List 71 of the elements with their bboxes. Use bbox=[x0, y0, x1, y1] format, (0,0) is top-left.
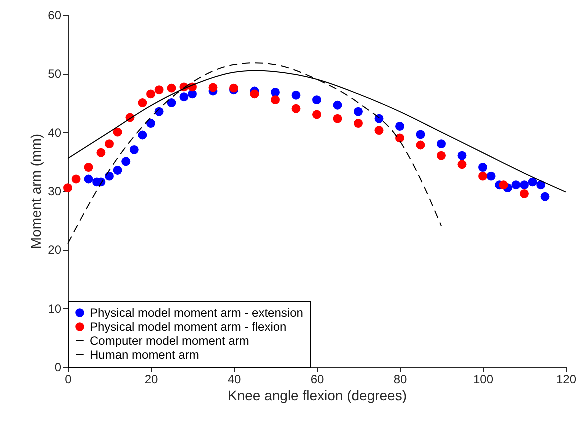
point bbox=[154, 86, 164, 95]
x-axis-title: Knee angle flexion (degrees) bbox=[228, 388, 408, 404]
point bbox=[333, 100, 342, 110]
y-tick-label: 50 bbox=[48, 67, 62, 82]
point bbox=[72, 174, 81, 184]
point bbox=[478, 163, 488, 172]
point bbox=[208, 83, 218, 92]
point bbox=[396, 134, 404, 143]
point bbox=[354, 107, 363, 116]
point bbox=[130, 145, 139, 154]
point bbox=[122, 157, 131, 166]
legend-label: Human moment arm bbox=[90, 348, 200, 362]
point bbox=[512, 180, 521, 190]
x-tick-label: 20 bbox=[144, 372, 158, 386]
point bbox=[416, 140, 426, 150]
point bbox=[180, 92, 189, 102]
point bbox=[84, 174, 94, 184]
point bbox=[458, 160, 467, 170]
y-tick-label: 30 bbox=[48, 184, 62, 198]
point bbox=[416, 130, 426, 140]
point bbox=[146, 119, 156, 128]
point bbox=[113, 166, 122, 175]
x-tick-label: 100 bbox=[473, 372, 494, 386]
y-tick-label: 20 bbox=[48, 243, 62, 258]
y-tick-label: 10 bbox=[48, 302, 62, 316]
point bbox=[312, 96, 322, 105]
x-tick-label: 60 bbox=[310, 372, 324, 386]
point bbox=[96, 148, 106, 158]
point bbox=[437, 140, 446, 149]
point bbox=[528, 178, 538, 187]
point bbox=[333, 114, 342, 124]
point bbox=[138, 98, 148, 108]
point bbox=[105, 172, 114, 181]
point bbox=[292, 104, 301, 114]
point bbox=[113, 128, 122, 137]
x-tick-label: 0 bbox=[65, 372, 72, 386]
point bbox=[167, 98, 176, 108]
point bbox=[354, 119, 363, 128]
point bbox=[458, 151, 467, 160]
point bbox=[292, 90, 301, 100]
point bbox=[478, 172, 488, 181]
point bbox=[138, 130, 148, 140]
point bbox=[396, 122, 404, 131]
y-tick-label: 0 bbox=[54, 360, 62, 374]
point bbox=[540, 192, 550, 202]
x-tick-label: 40 bbox=[228, 372, 242, 386]
point bbox=[520, 189, 529, 198]
y-tick-label: 60 bbox=[48, 8, 62, 22]
point bbox=[250, 90, 260, 99]
point bbox=[84, 163, 94, 172]
point bbox=[437, 151, 446, 160]
point bbox=[312, 110, 322, 120]
point bbox=[374, 114, 384, 124]
point bbox=[374, 126, 384, 136]
point bbox=[167, 84, 176, 93]
point bbox=[499, 180, 508, 190]
y-tick-label: 40 bbox=[48, 126, 62, 140]
legend-label: Physical model moment arm - extension bbox=[90, 306, 304, 320]
point bbox=[271, 96, 280, 105]
x-tick-label: 120 bbox=[556, 372, 577, 386]
point bbox=[536, 180, 546, 190]
legend-label: Computer model moment arm bbox=[90, 334, 250, 348]
point bbox=[64, 184, 72, 193]
point bbox=[146, 90, 156, 99]
point bbox=[271, 88, 280, 97]
point bbox=[486, 172, 496, 181]
legend-label: Physical model moment arm - flexion bbox=[90, 320, 287, 334]
point bbox=[520, 180, 529, 190]
y-axis-title: Moment arm (mm) bbox=[28, 134, 44, 250]
x-tick-label: 80 bbox=[394, 372, 408, 386]
point bbox=[105, 140, 114, 149]
